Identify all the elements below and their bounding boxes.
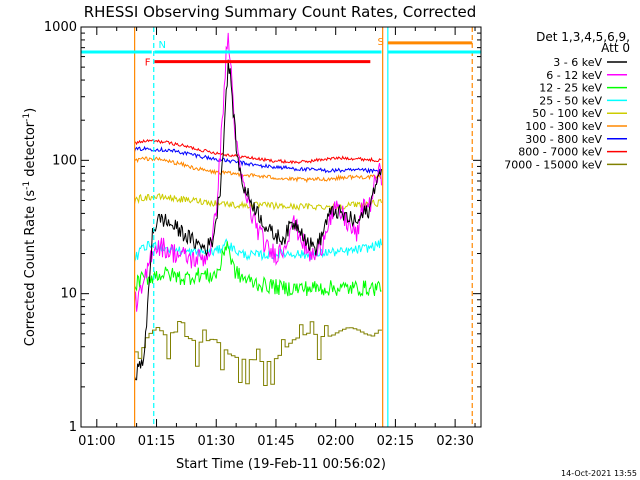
legend-label: 50 - 100 keV (532, 107, 602, 120)
series-line-100-300-kev (134, 156, 382, 184)
legend-label: 6 - 12 keV (546, 69, 602, 82)
series-6-12-kev (134, 32, 382, 312)
x-tick-label: 01:00 (78, 434, 115, 449)
x-tick-label: 01:30 (198, 434, 235, 449)
flag-label-f: F (145, 58, 151, 69)
series-100-300-kev (134, 156, 382, 184)
flag-label-n: N (159, 40, 166, 51)
plot-frame (80, 26, 482, 428)
legend-label: 3 - 6 keV (553, 56, 602, 69)
legend-item-7000-15000-kev: 7000 - 15000 keV (504, 158, 627, 171)
series-50-100-kev (134, 193, 382, 212)
series-300-800-kev (134, 145, 382, 174)
legend-label: 25 - 50 keV (539, 94, 602, 107)
legend-item-3-6-kev: 3 - 6 keV (553, 56, 627, 69)
y-tick-label: 1000 (44, 20, 77, 35)
legend-label: 100 - 300 keV (525, 120, 602, 133)
legend-item-800-7000-kev: 800 - 7000 keV (518, 146, 627, 159)
y-label-sup-2: -1 (22, 113, 32, 122)
y-label-part-2: detector (23, 121, 38, 181)
y-axis-label: Corrected Count Rate (s-1 detector-1) (22, 108, 38, 346)
series-line-300-800-kev (134, 145, 382, 174)
series-line-800-7000-kev (134, 138, 382, 165)
x-axis-label: Start Time (19-Feb-11 00:56:02) (176, 457, 386, 472)
legend-item-50-100-kev: 50 - 100 keV (532, 107, 627, 120)
legend-item-100-300-kev: 100 - 300 keV (525, 120, 627, 133)
chart-title: RHESSI Observing Summary Count Rates, Co… (84, 3, 477, 21)
series-line-25-50-kev (134, 238, 382, 262)
legend-item-25-50-kev: 25 - 50 keV (539, 94, 627, 107)
x-tick-label: 02:00 (317, 434, 354, 449)
legend-label: 12 - 25 keV (539, 82, 602, 95)
legend-label: 7000 - 15000 keV (504, 158, 602, 171)
y-tick-label: 1 (69, 420, 77, 435)
series-7000-15000-kev (134, 321, 382, 386)
series-line-3-6-kev (134, 59, 382, 381)
y-label-sup-1: -1 (22, 181, 32, 190)
series-line-6-12-kev (134, 32, 382, 312)
y-axis: 1 10 100 1000 (44, 20, 481, 435)
legend-item-6-12-kev: 6 - 12 keV (546, 69, 627, 82)
x-tick-label: 01:15 (138, 434, 175, 449)
series-25-50-kev (134, 238, 382, 262)
x-tick-label: 02:15 (377, 434, 414, 449)
timestamp: 14-Oct-2021 13:55 (561, 469, 637, 478)
legend-item-300-800-kev: 300 - 800 keV (525, 133, 627, 146)
legend-item-12-25-kev: 12 - 25 keV (539, 82, 627, 95)
legend-title-2: Att 0 (601, 41, 630, 55)
markers-layer: NF S (81, 27, 481, 427)
series-line-50-100-kev (134, 193, 382, 212)
x-axis: 01:00 01:15 01:30 01:45 02:00 02:15 02:30 (78, 27, 476, 449)
y-label-part-3: ) (23, 108, 38, 113)
series-line-12-25-kev (134, 241, 382, 298)
flag-label-s: S (377, 37, 383, 48)
series-3-6-kev (134, 59, 382, 381)
series-layer (134, 32, 382, 386)
x-tick-label: 01:45 (257, 434, 294, 449)
series-800-7000-kev (134, 138, 382, 165)
y-tick-label: 10 (60, 287, 77, 302)
x-tick-label: 02:30 (436, 434, 473, 449)
y-tick-label: 100 (52, 153, 77, 168)
y-label-part-1: Corrected Count Rate (s (23, 190, 38, 347)
legend-title-1: Det 1,3,4,5,6,9, (536, 30, 630, 44)
series-line-7000-15000-kev (134, 321, 382, 386)
legend-label: 300 - 800 keV (525, 133, 602, 146)
series-12-25-kev (134, 241, 382, 298)
legend-label: 800 - 7000 keV (518, 146, 602, 159)
